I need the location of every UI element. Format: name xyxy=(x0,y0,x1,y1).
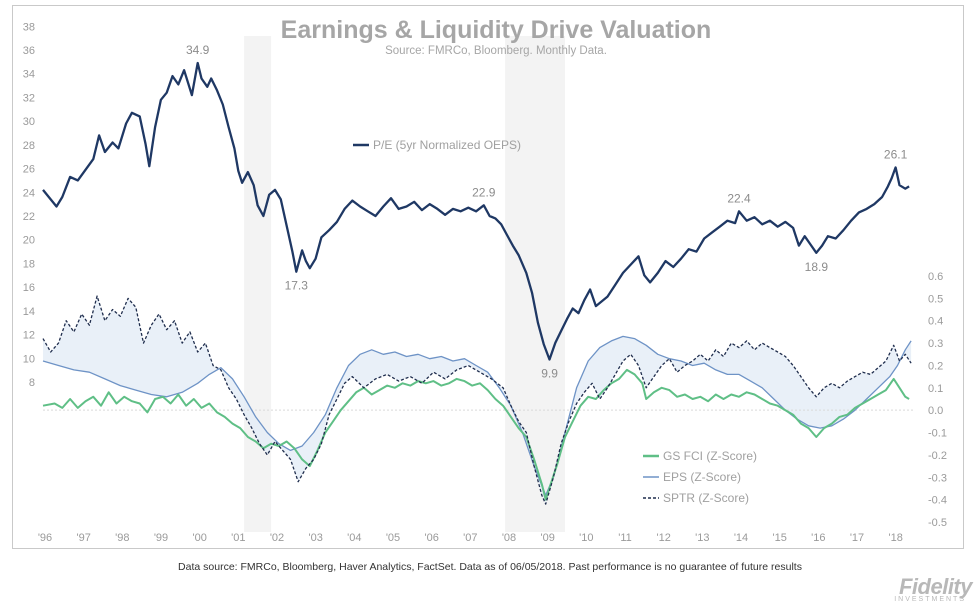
series-line-gs-fci xyxy=(42,368,910,501)
y-left-tick-label: 26 xyxy=(23,164,35,176)
y-right-tick-label: 0.0 xyxy=(928,405,943,417)
y-left-tick-label: 24 xyxy=(23,187,35,199)
x-tick-label: '10 xyxy=(579,532,593,544)
x-tick-label: '05 xyxy=(386,532,400,544)
data-label: 34.9 xyxy=(186,43,210,57)
y-left-tick-label: 32 xyxy=(23,92,35,104)
x-tick-label: '08 xyxy=(502,532,516,544)
legend-label-gs-fci: GS FCI (Z-Score) xyxy=(663,449,757,463)
data-label: 18.9 xyxy=(805,260,829,274)
y-right-tick-label: 0.1 xyxy=(928,383,943,395)
legend-label-eps: EPS (Z-Score) xyxy=(663,470,741,484)
x-tick-label: '99 xyxy=(154,532,168,544)
x-tick-label: '00 xyxy=(192,532,206,544)
y-left-tick-label: 28 xyxy=(23,140,35,152)
y-left-tick-label: 34 xyxy=(23,69,35,81)
x-tick-label: '17 xyxy=(850,532,864,544)
chart-frame: 8 10 12 14 16 18 20 22 24 26 28 30 32 34 36 38 -0.5 -0.4 -… xyxy=(12,5,964,549)
y-left-tick-label: 22 xyxy=(23,211,35,223)
y-left-tick-label: 8 xyxy=(29,377,35,389)
x-tick-label: '07 xyxy=(463,532,477,544)
y-left-tick-label: 10 xyxy=(23,353,35,365)
y-left-tick-label: 14 xyxy=(23,306,35,318)
y-left-tick-label: 30 xyxy=(23,116,35,128)
chart-svg: 8 10 12 14 16 18 20 22 24 26 28 30 32 34 36 38 -0.5 -0.4 -… xyxy=(23,16,947,544)
chart-subtitle: Source: FMRCo, Bloomberg. Monthly Data. xyxy=(385,45,607,57)
y-right-tick-label: -0.1 xyxy=(928,428,947,440)
legend-label-sptr: SPTR (Z-Score) xyxy=(663,491,749,505)
y-left-tick-label: 16 xyxy=(23,282,35,294)
recession-band-1 xyxy=(505,36,565,532)
y-left-tick-label: 36 xyxy=(23,45,35,57)
fidelity-logo: Fidelity INVESTMENTS xyxy=(894,574,973,603)
y-right-tick-label: 0.3 xyxy=(928,338,943,350)
y-right-tick-label: -0.5 xyxy=(928,517,947,529)
x-tick-label: '15 xyxy=(772,532,786,544)
x-tick-label: '06 xyxy=(424,532,438,544)
y-right-tick-label: -0.4 xyxy=(928,495,947,507)
x-tick-label: '01 xyxy=(231,532,245,544)
y-right-tick-label: 0.5 xyxy=(928,293,943,305)
x-tick-label: '04 xyxy=(347,532,361,544)
data-label: 9.9 xyxy=(541,366,558,380)
y-left-tick-label: 12 xyxy=(23,330,35,342)
x-tick-label: '18 xyxy=(888,532,902,544)
x-tick-label: '11 xyxy=(618,532,632,544)
x-tick-label: '02 xyxy=(270,532,284,544)
chart-title: Earnings & Liquidity Drive Valuation xyxy=(281,16,712,44)
y-left-tick-label: 18 xyxy=(23,258,35,270)
recession-band-0 xyxy=(244,36,272,532)
series-line-p-e xyxy=(42,61,910,361)
y-right-tick-label: -0.3 xyxy=(928,472,947,484)
logo-sub: INVESTMENTS xyxy=(894,596,966,603)
y-right-tick-label: 0.4 xyxy=(928,316,943,328)
x-tick-label: '96 xyxy=(38,532,52,544)
x-tick-label: '16 xyxy=(811,532,825,544)
x-tick-label: '14 xyxy=(734,532,748,544)
y-right-tick-label: -0.2 xyxy=(928,450,947,462)
y-left-tick-label: 38 xyxy=(23,21,35,33)
x-tick-label: '12 xyxy=(656,532,670,544)
series-line-sptr xyxy=(42,295,912,505)
data-label: 26.1 xyxy=(884,147,908,161)
y-right-tick-label: 0.2 xyxy=(928,360,943,372)
source-note: Data source: FMRCo, Bloomberg, Haver Ana… xyxy=(178,561,802,573)
y-right-tick-label: 0.6 xyxy=(928,271,943,283)
logo-text: Fidelity xyxy=(898,574,973,599)
x-tick-label: '98 xyxy=(115,532,129,544)
x-tick-label: '13 xyxy=(695,532,709,544)
data-label: 22.4 xyxy=(727,191,751,205)
eps-sptr-fill xyxy=(43,296,912,505)
x-tick-label: '03 xyxy=(308,532,322,544)
legend-label-pe: P/E (5yr Normalized OEPS) xyxy=(373,138,521,152)
data-label: 22.9 xyxy=(472,185,496,199)
data-label: 17.3 xyxy=(285,279,309,293)
y-left-tick-label: 20 xyxy=(23,235,35,247)
x-tick-label: '97 xyxy=(76,532,90,544)
x-tick-label: '09 xyxy=(540,532,554,544)
